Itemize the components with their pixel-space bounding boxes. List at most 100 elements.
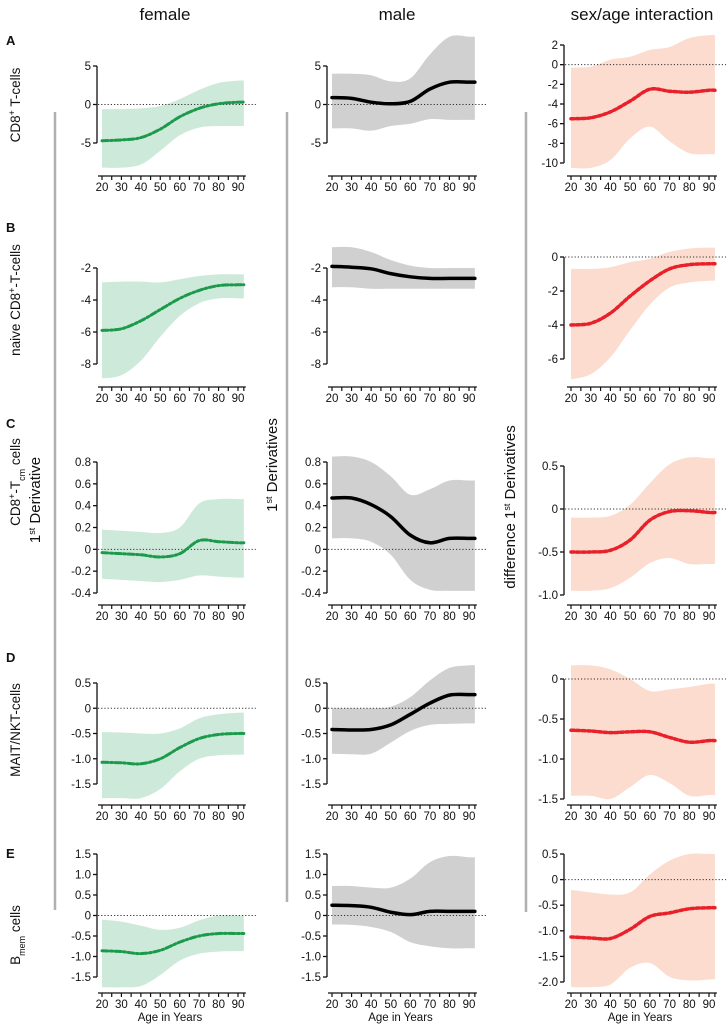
x-axis-title: Age in Years xyxy=(608,1012,673,1024)
y-tick-label: 0.5 xyxy=(75,890,91,902)
y-tick-label: 1.5 xyxy=(305,849,321,861)
row-label-part: cells xyxy=(8,438,23,469)
x-tick-label: 30 xyxy=(115,393,128,405)
y-tick-label: -0.5 xyxy=(538,900,558,912)
x-tick-label: 70 xyxy=(193,811,206,823)
x-tick-label: 40 xyxy=(134,811,147,823)
y-tick-label: 0.6 xyxy=(305,479,321,491)
x-tick-label: 90 xyxy=(232,811,245,823)
panel-D-interaction: 0 -0.5 -1.0 -1.5 20 30 40 50 60 70 80 90 xyxy=(538,665,726,823)
x-tick-label: 90 xyxy=(463,999,476,1011)
x-tick-label: 50 xyxy=(384,393,397,405)
x-tick-label: 70 xyxy=(663,999,676,1011)
y-tick-label: -5 xyxy=(81,138,91,150)
x-tick-label: 70 xyxy=(663,393,676,405)
x-tick-label: 40 xyxy=(134,611,147,623)
y-tick-label: -5 xyxy=(311,138,321,150)
x-tick-label: 80 xyxy=(443,611,456,623)
y-tick-label: -8 xyxy=(81,359,91,371)
y-tick-label: -0.5 xyxy=(301,931,321,943)
y-tick-label: -4 xyxy=(311,295,322,307)
mean-line xyxy=(330,79,477,106)
x-tick-label: 80 xyxy=(212,393,225,405)
panel-A-female: 50-520 30 40 50 60 70 80 90 xyxy=(81,61,256,194)
y-tick-label: 0.5 xyxy=(305,678,321,690)
x-tick-label: 70 xyxy=(193,182,206,194)
mean-line xyxy=(330,495,477,545)
panel-letter: D xyxy=(6,650,15,665)
x-tick-label: 60 xyxy=(404,182,417,194)
x-tick-label: 70 xyxy=(193,999,206,1011)
x-tick-label: 30 xyxy=(584,811,597,823)
y-tick-label: -1.0 xyxy=(301,952,321,964)
panel-letter: E xyxy=(6,846,15,861)
panel-C-interaction: 0.5 0 -0.5 -1.0 20 30 40 50 60 70 80 90 xyxy=(538,457,726,623)
confidence-band xyxy=(571,34,715,169)
x-tick-label: 30 xyxy=(584,999,597,1011)
x-axis-title: Age in Years xyxy=(368,1012,433,1024)
y-tick-label: -2 xyxy=(548,286,558,298)
y-tick-label: -1.0 xyxy=(538,926,558,938)
derivative-axis-label-part: difference 1 xyxy=(502,511,519,589)
x-tick-label: 60 xyxy=(643,999,656,1011)
confidence-band xyxy=(102,274,244,379)
y-tick-label: -1.5 xyxy=(71,972,91,984)
x-tick-label: 70 xyxy=(423,811,436,823)
row-label: CD8+ T-cells xyxy=(7,67,23,142)
x-tick-label: 60 xyxy=(643,611,656,623)
y-tick-label: -1.0 xyxy=(538,590,558,602)
x-tick-label: 80 xyxy=(212,999,225,1011)
confidence-band xyxy=(332,855,475,949)
y-tick-label: 0.2 xyxy=(75,523,91,535)
x-tick-label: 70 xyxy=(193,393,206,405)
column-dividers xyxy=(53,112,528,912)
y-tick-label: -6 xyxy=(81,327,91,339)
x-tick-label: 60 xyxy=(643,811,656,823)
y-tick-label: -0.5 xyxy=(71,729,91,741)
y-tick-label: -6 xyxy=(311,327,321,339)
confidence-band xyxy=(102,498,244,583)
x-tick-label: 60 xyxy=(643,182,656,194)
panel-B-female: -2 -4 -6 -8 20 30 40 50 60 70 80 90 xyxy=(81,263,246,405)
panel-letter: B xyxy=(6,220,15,235)
x-tick-label: 60 xyxy=(404,611,417,623)
row-label: CD8+-Tcm cells xyxy=(7,438,27,526)
y-tick-label: -6 xyxy=(548,119,558,131)
x-tick-label: 20 xyxy=(565,999,578,1011)
y-tick-label: 0 xyxy=(552,875,558,887)
y-tick-label: -4 xyxy=(548,99,559,111)
column-header-male: male xyxy=(379,5,416,24)
x-axis-title: Age in Years xyxy=(138,1012,203,1024)
panel-D-male: 0.5 0 -0.5 -1.0 -1.5 20 30 40 50 60 70 80 90 xyxy=(301,665,487,823)
x-tick-label: 20 xyxy=(565,811,578,823)
row-label-part: + xyxy=(7,288,17,293)
y-tick-label: 0 xyxy=(315,100,321,112)
derivative-axis-label-part: Derivative xyxy=(27,457,44,528)
mean-line xyxy=(569,87,717,121)
x-tick-label: 70 xyxy=(663,611,676,623)
y-tick-label: -0.5 xyxy=(538,714,558,726)
y-tick-label: 0 xyxy=(85,544,91,556)
y-tick-label: 5 xyxy=(85,61,91,73)
derivative-axis-label: 1st Derivatives xyxy=(264,418,281,512)
y-tick-label: 0.8 xyxy=(305,457,321,469)
y-tick-label: 0 xyxy=(552,674,558,686)
x-tick-label: 50 xyxy=(154,393,167,405)
derivative-axis-label-part: 1 xyxy=(264,504,281,512)
y-tick-label: 1.0 xyxy=(305,870,321,882)
y-tick-label: -0.2 xyxy=(301,566,321,578)
y-tick-label: 0.8 xyxy=(75,457,91,469)
x-tick-label: 60 xyxy=(404,393,417,405)
x-tick-label: 40 xyxy=(604,811,617,823)
row-label-part: T-cells xyxy=(8,67,23,110)
x-tick-label: 90 xyxy=(703,182,716,194)
y-tick-label: -1.5 xyxy=(538,794,558,806)
row-label-part: B xyxy=(8,956,23,965)
y-tick-label: -2 xyxy=(548,79,558,91)
x-tick-label: 30 xyxy=(115,611,128,623)
x-tick-label: 20 xyxy=(96,811,109,823)
mean-line xyxy=(100,283,246,332)
x-tick-label: 70 xyxy=(193,611,206,623)
x-tick-label: 90 xyxy=(232,393,245,405)
